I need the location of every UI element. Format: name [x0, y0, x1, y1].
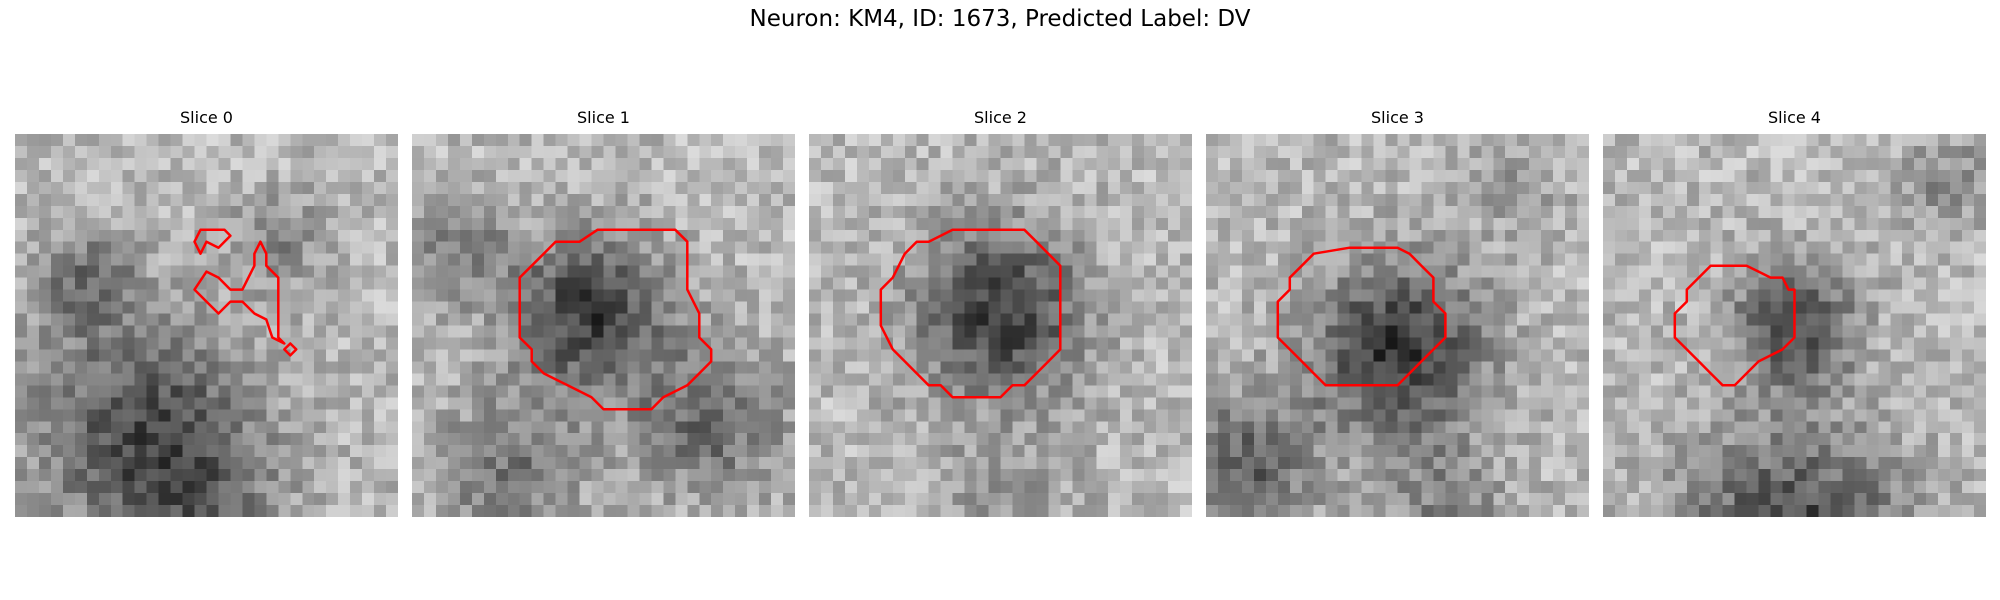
- slice-panel-0: Slice 0: [15, 107, 398, 517]
- slice-title: Slice 0: [180, 108, 233, 127]
- slice-image: [412, 134, 795, 517]
- slice-image: [15, 134, 398, 517]
- segmentation-contour: [518, 228, 713, 411]
- slice-image: [1206, 134, 1589, 517]
- segmentation-contour: [1276, 246, 1447, 387]
- figure-title: Neuron: KM4, ID: 1673, Predicted Label: …: [749, 6, 1251, 32]
- pixel-grid: [809, 134, 1192, 517]
- segmentation-contour: [1673, 264, 1796, 387]
- pixel-grid: [1206, 134, 1589, 517]
- slice-title: Slice 4: [1768, 108, 1821, 127]
- pixel-grid: [412, 134, 795, 517]
- slice-panel-3: Slice 3: [1206, 107, 1589, 517]
- segmentation-contour: [879, 228, 1062, 399]
- slice-title: Slice 3: [1371, 108, 1424, 127]
- pixel-grid: [15, 134, 398, 517]
- slice-panel-4: Slice 4: [1603, 107, 1986, 517]
- slice-image: [1603, 134, 1986, 517]
- segmentation-contour: [283, 342, 298, 357]
- segmentation-contour: [193, 240, 286, 345]
- slice-panel-2: Slice 2: [809, 107, 1192, 517]
- slice-panel-1: Slice 1: [412, 107, 795, 517]
- pixel-grid: [1603, 134, 1986, 517]
- slice-title: Slice 2: [974, 108, 1027, 127]
- slice-image: [809, 134, 1192, 517]
- segmentation-contour: [193, 228, 232, 255]
- slice-title: Slice 1: [577, 108, 630, 127]
